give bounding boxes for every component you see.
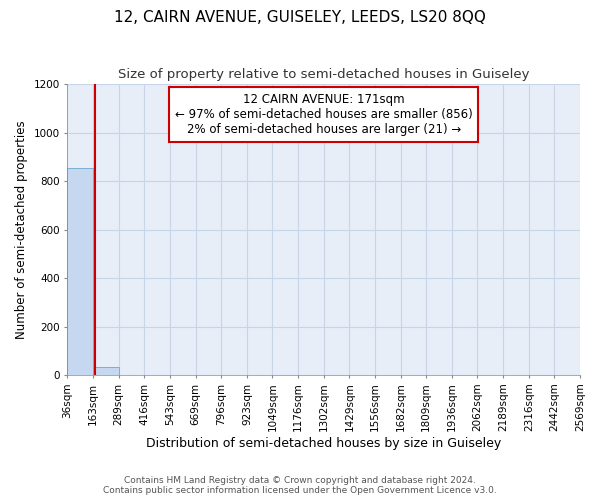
Bar — [93, 366, 119, 375]
Text: Contains HM Land Registry data © Crown copyright and database right 2024.
Contai: Contains HM Land Registry data © Crown c… — [103, 476, 497, 495]
X-axis label: Distribution of semi-detached houses by size in Guiseley: Distribution of semi-detached houses by … — [146, 437, 502, 450]
Text: 12 CAIRN AVENUE: 171sqm
← 97% of semi-detached houses are smaller (856)
2% of se: 12 CAIRN AVENUE: 171sqm ← 97% of semi-de… — [175, 93, 473, 136]
Title: Size of property relative to semi-detached houses in Guiseley: Size of property relative to semi-detach… — [118, 68, 529, 80]
Y-axis label: Number of semi-detached properties: Number of semi-detached properties — [15, 120, 28, 339]
Text: 12, CAIRN AVENUE, GUISELEY, LEEDS, LS20 8QQ: 12, CAIRN AVENUE, GUISELEY, LEEDS, LS20 … — [114, 10, 486, 25]
Bar — [67, 168, 93, 375]
